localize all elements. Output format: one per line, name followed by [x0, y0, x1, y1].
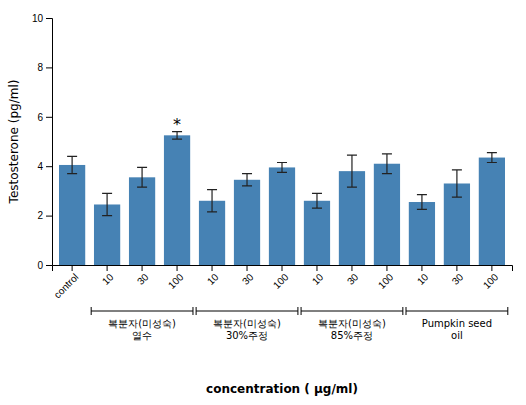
- error-bar: [487, 153, 497, 163]
- x-tick-label: 100: [376, 271, 396, 291]
- x-tick-mark: [142, 265, 143, 271]
- y-tick-label: 6: [37, 112, 43, 123]
- bar: [164, 135, 190, 265]
- x-tick-mark: [491, 265, 492, 271]
- y-tick-mark: [46, 18, 52, 19]
- y-tick-mark: [46, 166, 52, 167]
- x-tick: 100: [481, 265, 501, 291]
- error-bar: [67, 156, 77, 173]
- bar: [269, 167, 295, 265]
- group-bracket: [301, 307, 403, 315]
- bar: [304, 201, 330, 265]
- error-bar: [452, 170, 462, 197]
- y-axis: 0 2 4 6 8 10: [32, 13, 53, 271]
- y-tick: 0: [37, 260, 52, 271]
- plot: 0 2 4 6 8 10 control 10 30 100 10 30 100 10 30 100 10 30 1…: [32, 13, 513, 341]
- x-tick: 10: [205, 265, 221, 287]
- error-bar: [312, 193, 322, 208]
- chart: 0 2 4 6 8 10 control 10 30 100 10 30 100 10 30 100 10 30 1…: [0, 0, 526, 405]
- y-axis-title: Testosterone (pg/ml): [7, 80, 21, 205]
- group-bracket: [406, 307, 508, 315]
- x-tick-label: 10: [205, 271, 221, 287]
- x-tick-mark: [351, 265, 352, 271]
- x-tick-label: 30: [135, 271, 151, 287]
- group-bracket: [91, 307, 193, 315]
- x-tick-label: 30: [240, 271, 256, 287]
- x-axis-line: [53, 266, 513, 272]
- y-tick: 10: [32, 13, 52, 24]
- x-tick-mark: [247, 265, 248, 271]
- x-tick: 30: [450, 265, 466, 287]
- x-tick: 10: [415, 265, 431, 287]
- group-label: 복분자(미성숙)30%주정: [213, 318, 281, 341]
- error-bar: [137, 167, 147, 187]
- group-label: 복분자(미성숙)열수: [108, 318, 176, 341]
- x-tick: 30: [135, 265, 151, 287]
- x-tick-label: 100: [271, 271, 291, 291]
- x-tick: control: [52, 265, 81, 300]
- group-label: Pumpkin seedoil: [422, 318, 492, 341]
- y-tick-mark: [46, 216, 52, 217]
- error-bar: [417, 195, 427, 210]
- y-tick-mark: [46, 117, 52, 118]
- error-bar: [347, 155, 357, 187]
- x-tick-mark: [421, 265, 422, 271]
- x-tick: 100: [376, 265, 396, 291]
- annotation: *: [173, 115, 181, 134]
- bar: [374, 164, 400, 265]
- x-tick-mark: [72, 265, 73, 271]
- bar: [59, 165, 85, 265]
- x-tick-mark: [212, 265, 213, 271]
- x-tick-mark: [177, 265, 178, 271]
- x-tick: 10: [310, 265, 326, 287]
- x-tick-label: 10: [100, 271, 116, 287]
- x-axis: control 10 30 100 10 30 100 10 30 100 10 30 100: [52, 265, 513, 300]
- y-tick-mark: [46, 67, 52, 68]
- bar: [129, 177, 155, 265]
- y-tick-label: 4: [37, 161, 43, 172]
- error-bar: [382, 154, 392, 174]
- bar: [409, 202, 435, 265]
- y-tick-label: 2: [37, 210, 43, 221]
- bars: [59, 132, 505, 265]
- x-tick-label: 30: [345, 271, 361, 287]
- x-tick-mark: [456, 265, 457, 271]
- y-tick-label: 0: [37, 260, 43, 271]
- groups: 복분자(미성숙)열수 복분자(미성숙)30%주정 복분자(미성숙)85%주정 Pump…: [91, 307, 508, 341]
- x-tick-mark: [282, 265, 283, 271]
- x-tick-mark: [386, 265, 387, 271]
- group-bracket: [196, 307, 298, 315]
- bar: [234, 180, 260, 265]
- x-tick-label: 10: [415, 271, 431, 287]
- bar: [479, 158, 505, 265]
- y-tick: 2: [37, 210, 52, 221]
- y-tick-label: 8: [37, 62, 43, 73]
- x-tick-label: 100: [166, 271, 186, 291]
- error-bar: [277, 162, 287, 172]
- error-bar: [102, 193, 112, 215]
- x-tick: 30: [240, 265, 256, 287]
- y-axis-line: [46, 19, 53, 266]
- y-tick-mark: [46, 265, 52, 266]
- x-tick: 10: [100, 265, 116, 287]
- x-tick-label: 100: [481, 271, 501, 291]
- x-tick: 30: [345, 265, 361, 287]
- x-tick: 100: [271, 265, 291, 291]
- x-axis-title: concentration ( μg/ml): [206, 382, 358, 396]
- x-tick: 100: [166, 265, 186, 291]
- y-tick: 6: [37, 112, 52, 123]
- x-tick-mark: [316, 265, 317, 271]
- x-tick-label: control: [52, 271, 81, 300]
- y-tick: 4: [37, 161, 52, 172]
- x-tick-label: 10: [310, 271, 326, 287]
- error-bar: [207, 190, 217, 212]
- error-bar: [242, 174, 252, 186]
- x-tick-label: 30: [450, 271, 466, 287]
- y-tick-label: 10: [32, 13, 44, 24]
- y-tick: 8: [37, 62, 52, 73]
- group-label: 복분자(미성숙)85%주정: [318, 318, 386, 341]
- x-tick-mark: [107, 265, 108, 271]
